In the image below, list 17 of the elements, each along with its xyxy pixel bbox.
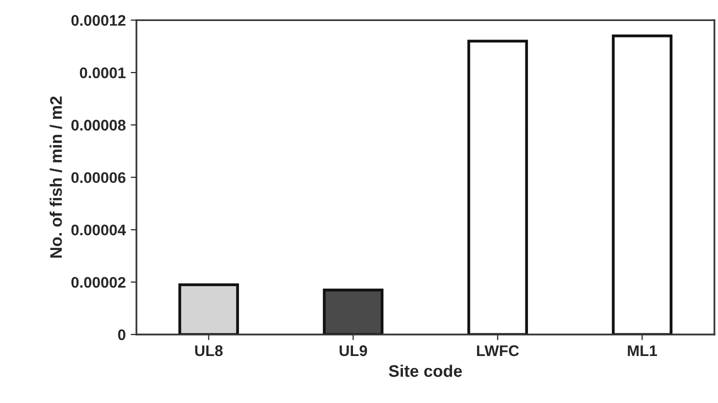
- x-axis-title: Site code: [388, 364, 462, 377]
- x-tick-label: LWFC: [477, 345, 519, 356]
- y-tick-label: 0.00002: [71, 276, 126, 288]
- y-tick-label: 0: [118, 329, 126, 340]
- y-axis-title: No. of fish / min / m2: [50, 96, 62, 258]
- y-tick-label: 0.0001: [80, 67, 126, 78]
- y-tick-label: 0.00006: [71, 172, 126, 184]
- y-tick-label: 0.00012: [71, 15, 126, 26]
- x-tick-label: ML1: [628, 345, 658, 356]
- y-tick-label: 0.00004: [71, 224, 126, 236]
- x-tick-label: UL8: [195, 345, 223, 356]
- y-tick-label: 0.00008: [71, 120, 126, 131]
- bar: [322, 288, 384, 334]
- bar: [467, 40, 528, 334]
- bar: [612, 34, 672, 334]
- bar: [178, 283, 239, 334]
- x-tick-label: UL9: [340, 345, 368, 356]
